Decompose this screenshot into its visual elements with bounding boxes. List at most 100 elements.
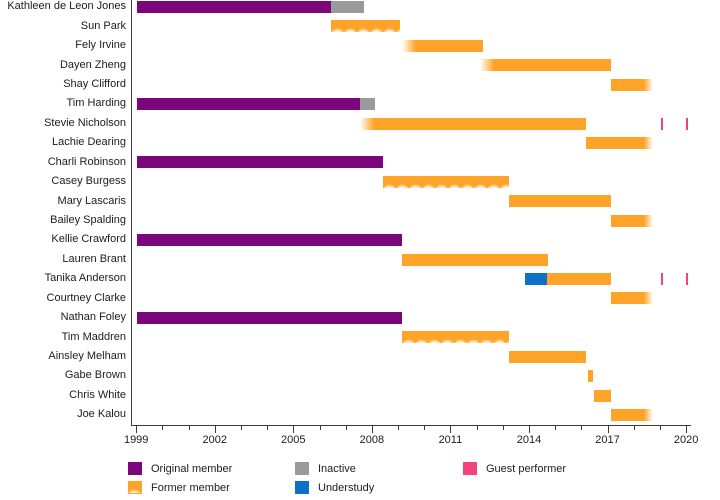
- row-label: Joe Kalou: [77, 408, 126, 421]
- row-label: Tanika Anderson: [44, 272, 126, 285]
- bar-segment-guest: [685, 273, 689, 285]
- legend-label: Understudy: [318, 481, 375, 494]
- row-label: Courtney Clarke: [46, 291, 126, 304]
- bar-segment-former: [401, 253, 549, 266]
- bar-segment-original: [137, 234, 402, 247]
- row-label: Mary Lascaris: [57, 194, 126, 207]
- legend-swatch-inactive: [295, 462, 309, 475]
- axis-minor-tick: [581, 426, 583, 430]
- bar-segment-former: [359, 117, 587, 130]
- axis-major-tick: [136, 426, 138, 433]
- bar-segment-original: [137, 1, 331, 13]
- row-label: Tim Harding: [66, 97, 127, 110]
- axis-major-tick: [214, 426, 216, 433]
- row-label: Kathleen de Leon Jones: [7, 0, 126, 13]
- axis-tick-label: 2002: [202, 434, 228, 446]
- row-label: Fely Irvine: [75, 39, 126, 52]
- legend-label: Former member: [151, 481, 230, 494]
- axis-major-tick: [293, 426, 295, 433]
- bar-segment-understudy: [524, 273, 547, 285]
- axis-minor-tick: [555, 426, 557, 430]
- legend-label: Guest performer: [486, 462, 567, 475]
- bar-segment-former: [611, 292, 653, 305]
- bar-segment-former: [594, 389, 612, 402]
- axis-minor-tick: [424, 426, 426, 430]
- row-label: Bailey Spalding: [50, 214, 126, 227]
- row-label: Lauren Brant: [62, 252, 126, 265]
- bar-segment-former: [586, 137, 654, 149]
- bar-segment-former: [509, 195, 612, 208]
- legend-item-understudy: Understudy: [295, 478, 463, 497]
- axis-tick-label: 2014: [516, 434, 542, 446]
- bar-segment-guest: [685, 117, 689, 130]
- axis-minor-tick: [162, 426, 164, 430]
- axis-major-tick: [529, 426, 530, 433]
- row-label: Nathan Foley: [60, 311, 126, 324]
- bar-segment-original: [137, 98, 360, 111]
- legend-item-former: Former member: [128, 478, 295, 497]
- legend-label: Inactive: [318, 462, 356, 475]
- row-label: Shay Clifford: [63, 78, 126, 91]
- axis-tick-label: 2005: [281, 434, 306, 446]
- row-label: Dayen Zheng: [59, 58, 126, 71]
- row-label: Lachie Dearing: [52, 136, 126, 149]
- bar-segment-former: [383, 175, 510, 188]
- axis-minor-tick: [633, 426, 635, 430]
- axis-minor-tick: [188, 426, 190, 430]
- bar-segment-guest: [660, 273, 664, 285]
- axis-minor-tick: [659, 426, 661, 430]
- row-label: Gabe Brown: [64, 369, 126, 382]
- axis-major-tick: [607, 426, 609, 433]
- bar-segment-guest: [660, 117, 664, 130]
- plot-area: [131, 0, 691, 426]
- legend: Original member Former member Inactive Unde…: [128, 459, 566, 497]
- axis-minor-tick: [241, 426, 242, 430]
- legend-item-inactive: Inactive: [295, 459, 463, 478]
- axis-minor-tick: [476, 426, 478, 430]
- axis-minor-tick: [319, 426, 321, 430]
- legend-swatch-guest: [463, 462, 477, 475]
- row-label: Sun Park: [80, 19, 126, 32]
- bar-segment-former: [331, 20, 401, 33]
- bar-segment-former: [611, 214, 653, 227]
- axis-minor-tick: [345, 426, 347, 430]
- row-label: Chris White: [69, 388, 126, 401]
- bar-segment-former: [401, 331, 509, 344]
- legend-swatch-understudy: [295, 481, 309, 494]
- row-label: Casey Burgess: [51, 175, 126, 188]
- legend-swatch-former: [128, 481, 142, 494]
- axis-minor-tick: [267, 426, 269, 430]
- bar-segment-former: [401, 39, 483, 52]
- row-label: Stevie Nicholson: [44, 116, 126, 129]
- axis-major-tick: [371, 426, 373, 433]
- axis-major-tick: [450, 426, 452, 433]
- bar-segment-original: [137, 311, 402, 324]
- x-axis: 1999 2002 2005 2008 2011 2014 2017 2020: [124, 426, 698, 452]
- bar-segment-inactive: [359, 98, 376, 111]
- row-label: Tim Maddren: [61, 330, 126, 343]
- axis-major-tick: [686, 426, 688, 433]
- legend-item-guest: Guest performer: [463, 459, 566, 478]
- legend-swatch-original: [128, 462, 142, 475]
- axis-tick-label: 1999: [123, 434, 149, 446]
- row-label: Charli Robinson: [47, 155, 126, 168]
- legend-item-original: Original member: [128, 459, 295, 478]
- bar-segment-original: [137, 156, 384, 169]
- axis-minor-tick: [398, 426, 400, 430]
- axis-tick-label: 2011: [438, 434, 463, 446]
- bar-segment-former: [547, 273, 612, 285]
- axis-tick-label: 2017: [595, 434, 620, 446]
- bar-segment-former: [611, 78, 653, 91]
- row-labels-column: Kathleen de Leon Jones Sun Park Fely Irvin…: [0, 0, 126, 425]
- bar-segment-former: [587, 370, 593, 383]
- bar-segment-inactive: [331, 1, 364, 13]
- axis-tick-label: 2008: [359, 434, 385, 446]
- row-label: Kellie Crawford: [51, 233, 126, 246]
- row-label: Ainsley Melham: [48, 350, 126, 363]
- bar-segment-former: [480, 59, 612, 72]
- bar-segment-former: [611, 409, 653, 421]
- axis-tick-label: 2020: [673, 434, 699, 446]
- legend-label: Original member: [151, 462, 233, 475]
- bar-segment-former: [509, 350, 587, 363]
